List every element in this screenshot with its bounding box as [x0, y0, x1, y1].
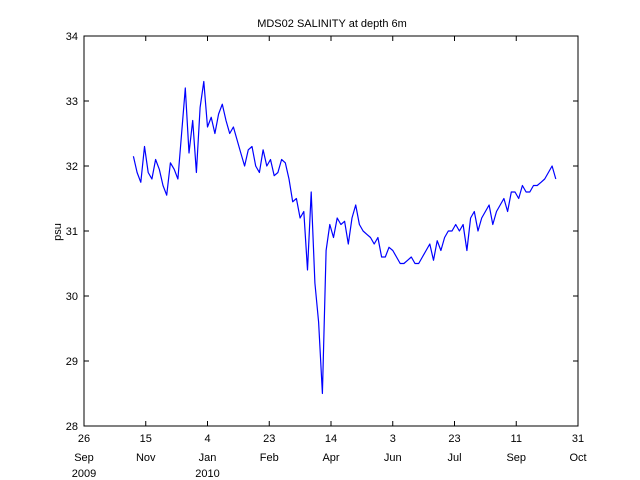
x-tick-month-label: Feb — [260, 452, 279, 464]
chart-title: MDS02 SALINITY at depth 6m — [257, 18, 407, 30]
x-tick-month-label: Sep — [74, 452, 94, 464]
x-tick-day-label: 23 — [263, 433, 275, 445]
x-tick-day-label: 3 — [390, 433, 396, 445]
y-tick-label: 30 — [66, 291, 78, 303]
x-tick-day-label: 4 — [204, 433, 210, 445]
x-tick-year-label: 2010 — [195, 468, 219, 480]
x-tick-day-label: 31 — [572, 433, 584, 445]
salinity-series-line — [132, 80, 557, 395]
x-tick-day-label: 15 — [140, 433, 152, 445]
y-axis-label: psu — [52, 223, 64, 241]
y-tick-label: 33 — [66, 96, 78, 108]
axes-box — [83, 35, 579, 427]
x-tick-month-label: Apr — [322, 452, 339, 464]
y-tick-label: 29 — [66, 356, 78, 368]
x-tick-month-label: Jan — [199, 452, 217, 464]
axes — [83, 35, 579, 427]
x-tick-day-label: 23 — [448, 433, 460, 445]
x-tick-month-label: Sep — [506, 452, 526, 464]
x-tick-day-label: 14 — [325, 433, 337, 445]
ticks: 28 29 30 31 32 33 34 26 Sep 2009 15 Nov 4 Jan 2010 23 Fe… — [66, 31, 587, 480]
x-tick-month-label: Nov — [136, 452, 156, 464]
y-tick-label: 31 — [66, 226, 78, 238]
x-tick-year-label: 2009 — [72, 468, 96, 480]
x-tick-day-label: 26 — [78, 433, 90, 445]
y-tick-label: 34 — [66, 31, 78, 43]
y-tick-label: 32 — [66, 161, 78, 173]
x-tick-day-label: 11 — [511, 433, 522, 445]
y-tick-label: 28 — [66, 421, 78, 433]
x-tick-month-label: Oct — [569, 452, 586, 464]
x-tick-month-label: Jun — [384, 452, 402, 464]
x-tick-month-label: Jul — [447, 452, 461, 464]
plot-area — [132, 80, 557, 395]
